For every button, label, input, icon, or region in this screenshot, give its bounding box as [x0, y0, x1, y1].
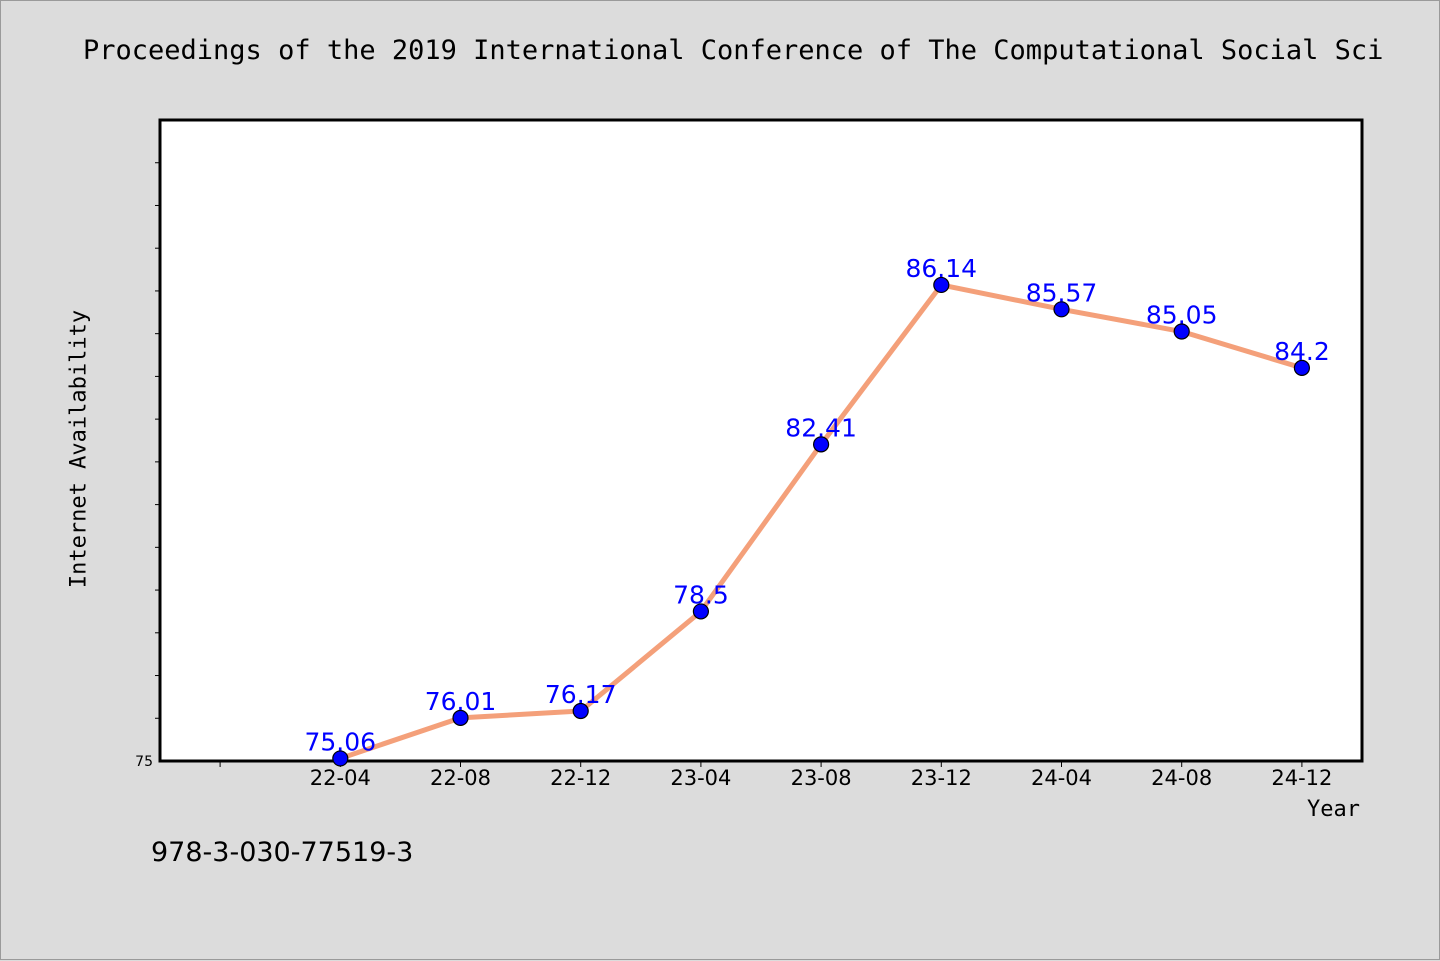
data-label: 84.2 — [1274, 337, 1330, 366]
footer-note: 978-3-030-77519-3 — [151, 837, 414, 868]
series-markers — [332, 276, 1311, 767]
x-tick-label: 24-08 — [1151, 766, 1212, 790]
x-tick-label: 24-12 — [1271, 766, 1332, 790]
data-point — [332, 750, 349, 767]
x-tick-label: 24-04 — [1031, 766, 1092, 790]
y-axis-ticks: 75 — [135, 162, 160, 770]
data-label: 76.17 — [545, 680, 617, 709]
x-axis-ticks: 22-04 22-08 22-12 23-04 23-08 23-12 24-04 24-08… — [219, 761, 1332, 790]
data-point — [1173, 323, 1190, 340]
data-point — [812, 436, 830, 453]
data-point — [1293, 359, 1311, 376]
x-tick-label: 22-12 — [550, 766, 611, 790]
x-axis-label: Year — [1307, 797, 1360, 822]
data-point — [933, 276, 950, 294]
x-tick-label: 23-12 — [911, 766, 972, 790]
y-tick-label: 75 — [135, 754, 153, 770]
data-label: 76.01 — [425, 687, 497, 716]
x-tick-label: 23-04 — [670, 766, 731, 790]
chart-title: Proceedings of the 2019 International Co… — [83, 35, 1384, 66]
data-label: 78.5 — [673, 580, 729, 609]
data-label: 85.05 — [1146, 301, 1218, 330]
data-label: 82.41 — [785, 413, 857, 442]
plot-area — [158, 118, 1364, 763]
x-tick-label: 23-08 — [791, 766, 852, 790]
data-point — [572, 702, 589, 720]
x-tick-label: 22-08 — [430, 766, 491, 790]
data-point — [1053, 301, 1070, 318]
x-tick-label: 22-04 — [310, 766, 371, 790]
data-labels: 75.06 76.01 76.17 78.5 82.41 86.14 85.57 85.05 8… — [305, 254, 1330, 756]
data-label: 75.06 — [305, 727, 377, 756]
data-label: 86.14 — [906, 254, 978, 283]
data-label: 85.57 — [1026, 278, 1098, 307]
data-point — [452, 709, 469, 726]
data-point — [692, 603, 710, 620]
